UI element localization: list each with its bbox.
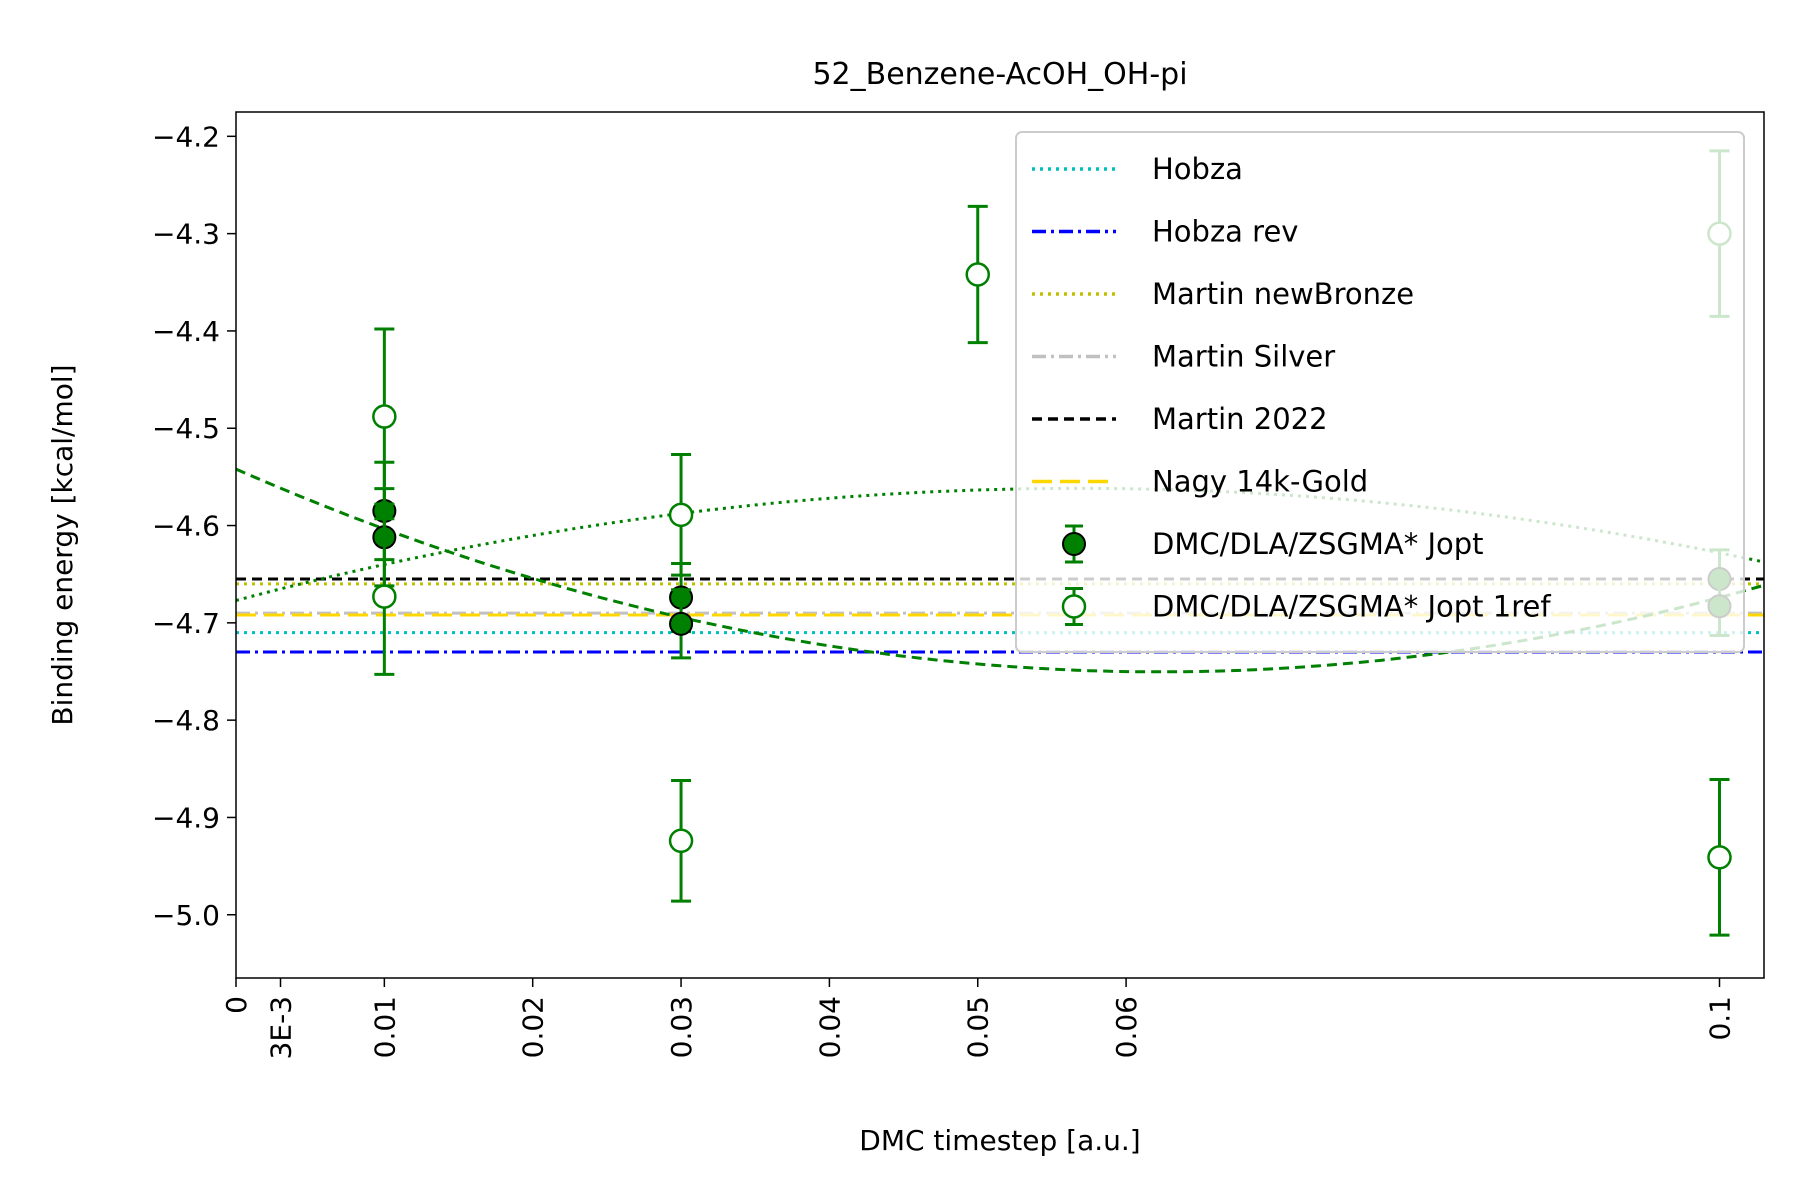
legend-entry-5: Nagy 14k-Gold [1032, 465, 1368, 499]
legend-marker [1061, 594, 1087, 619]
legend-entry-1: Hobza rev [1032, 215, 1298, 249]
y-tick-label-5: −4.7 [152, 607, 220, 640]
x-tick-label-6: 0.05 [962, 996, 995, 1058]
legend-label: DMC/DLA/ZSGMA* Jopt 1ref [1152, 590, 1551, 624]
marker-open [668, 502, 694, 528]
y-tick-label-3: −4.5 [152, 412, 220, 445]
legend-box [1015, 131, 1745, 653]
data-point-s1-0 [372, 327, 397, 506]
legend-label: Martin Silver [1152, 340, 1335, 374]
legend-label: Hobza rev [1152, 215, 1298, 249]
legend-marker [1062, 532, 1086, 556]
y-tick-label-4: −4.6 [152, 510, 220, 543]
y-tick-label-7: −4.9 [152, 801, 220, 834]
x-tick-label-7: 0.06 [1110, 996, 1143, 1058]
legend-label: DMC/DLA/ZSGMA* Jopt [1152, 527, 1484, 561]
data-point-s1-2 [668, 453, 694, 577]
marker-open [1707, 845, 1732, 870]
y-tick-label-8: −5.0 [152, 899, 220, 932]
y-tick-label-6: −4.8 [152, 704, 220, 737]
data-point-s1-3 [668, 778, 694, 903]
y-tick-label-0: −4.2 [152, 120, 220, 153]
y-tick-label-1: −4.3 [152, 218, 220, 251]
x-axis-label: DMC timestep [a.u.] [859, 1124, 1140, 1157]
x-tick-label-5: 0.04 [813, 996, 846, 1058]
x-tick-label-3: 0.02 [517, 996, 550, 1058]
y-tick-label-2: −4.4 [152, 315, 220, 348]
marker-open [372, 404, 397, 429]
data-point-s1-4 [965, 204, 990, 345]
legend-entry-7: DMC/DLA/ZSGMA* Jopt 1ref [1061, 587, 1551, 626]
marker-open [965, 262, 990, 287]
x-tick-label-8: 0.1 [1703, 996, 1736, 1041]
legend-label: Martin newBronze [1152, 277, 1414, 311]
chart-title: 52_Benzene-AcOH_OH-pi [812, 57, 1187, 92]
x-tick-label-1: 3E-3 [265, 996, 298, 1059]
legend-entry-0: Hobza [1032, 152, 1243, 186]
legend-label: Martin 2022 [1152, 402, 1328, 436]
marker-filled [669, 611, 694, 636]
data-point-s1-1 [372, 517, 397, 676]
marker-open [372, 584, 397, 609]
legend-label: Nagy 14k-Gold [1152, 465, 1368, 499]
legend: Hobza Hobza rev Martin newBronze Martin Sil… [1015, 131, 1745, 653]
legend-entry-3: Martin Silver [1032, 340, 1335, 374]
legend-entry-4: Martin 2022 [1032, 402, 1328, 436]
x-tick-label-2: 0.01 [368, 996, 401, 1058]
legend-label: Hobza [1152, 152, 1243, 186]
plot-frame [235, 111, 1765, 979]
y-axis-label: Binding energy [kcal/mol] [46, 364, 79, 725]
x-axis: 0 3E-3 0.01 0.02 0.03 0.04 0.05 0.06 0.1 [220, 978, 1736, 1059]
y-axis: −4.2 −4.3 −4.4 −4.5 −4.6 −4.7 −4.8 −4.9 −5.0 [152, 120, 236, 932]
data-point-s0-3 [669, 588, 694, 660]
x-tick-label-4: 0.03 [665, 996, 698, 1058]
legend-entry-6: DMC/DLA/ZSGMA* Jopt [1062, 524, 1484, 564]
legend-entry-2: Martin newBronze [1032, 277, 1414, 311]
marker-open [668, 828, 694, 854]
data-point-s1-6 [1707, 778, 1732, 937]
x-tick-label-0: 0 [220, 996, 253, 1014]
